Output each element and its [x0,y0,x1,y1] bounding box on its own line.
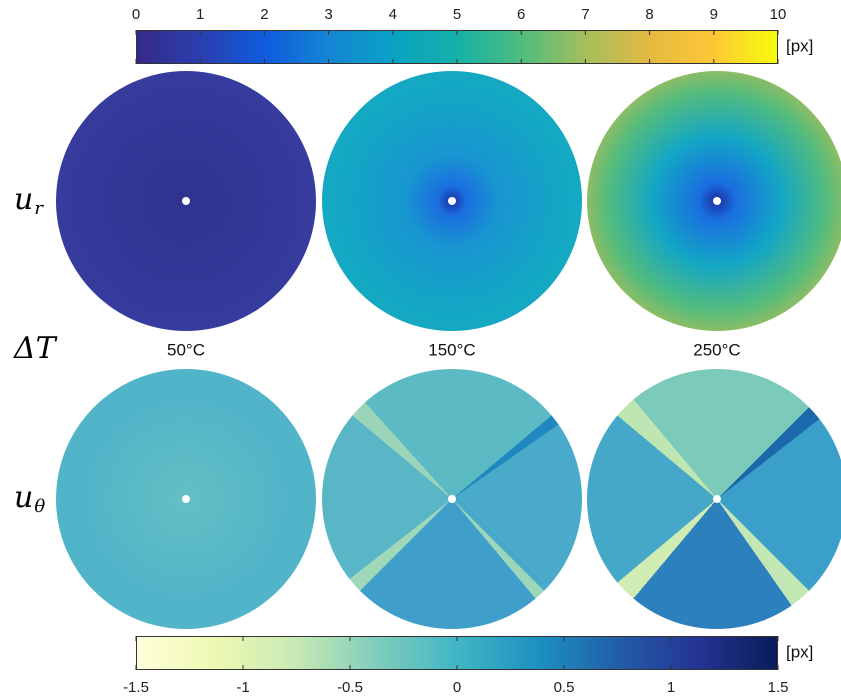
colorbar [136,636,778,670]
row-symbol: u [14,480,33,515]
column-label: 250°C [693,340,740,359]
colorbar-unit: [px] [786,36,813,55]
row-label: uθ [14,480,45,517]
tick-label: 1 [667,679,675,696]
tick-label: 2 [260,6,268,23]
disk-map [322,71,582,331]
tick-label: 0 [453,679,461,696]
row-label: ΔT [13,331,58,366]
tick-label: -1 [236,679,249,696]
disk-map [56,369,316,629]
disk-map [56,71,316,331]
tick-label: -0.5 [337,679,363,696]
row-label: ur [14,182,44,219]
tick-label: 8 [645,6,653,23]
disk-map [587,369,841,629]
disk-map [587,71,841,331]
tick-label: 3 [324,6,332,23]
tick-label: 6 [517,6,525,23]
tick-label: -1.5 [123,679,149,696]
tick-label: 1 [196,6,204,23]
column-label: 50°C [167,340,205,359]
tick-label: 0 [132,6,140,23]
colorbar-unit: [px] [786,642,813,661]
tick-label: 10 [770,6,787,23]
row-subscript: θ [34,496,45,517]
tick-label: 1.5 [768,679,789,696]
row-subscript: r [34,198,44,219]
tick-label: 0.5 [554,679,575,696]
tick-label: 4 [389,6,397,23]
tick-label: 7 [581,6,589,23]
disk-map [322,369,582,629]
row-symbol: u [14,182,33,217]
tick-label: 9 [710,6,718,23]
column-label: 150°C [428,340,475,359]
row-symbol: ΔT [13,331,58,366]
tick-label: 5 [453,6,461,23]
